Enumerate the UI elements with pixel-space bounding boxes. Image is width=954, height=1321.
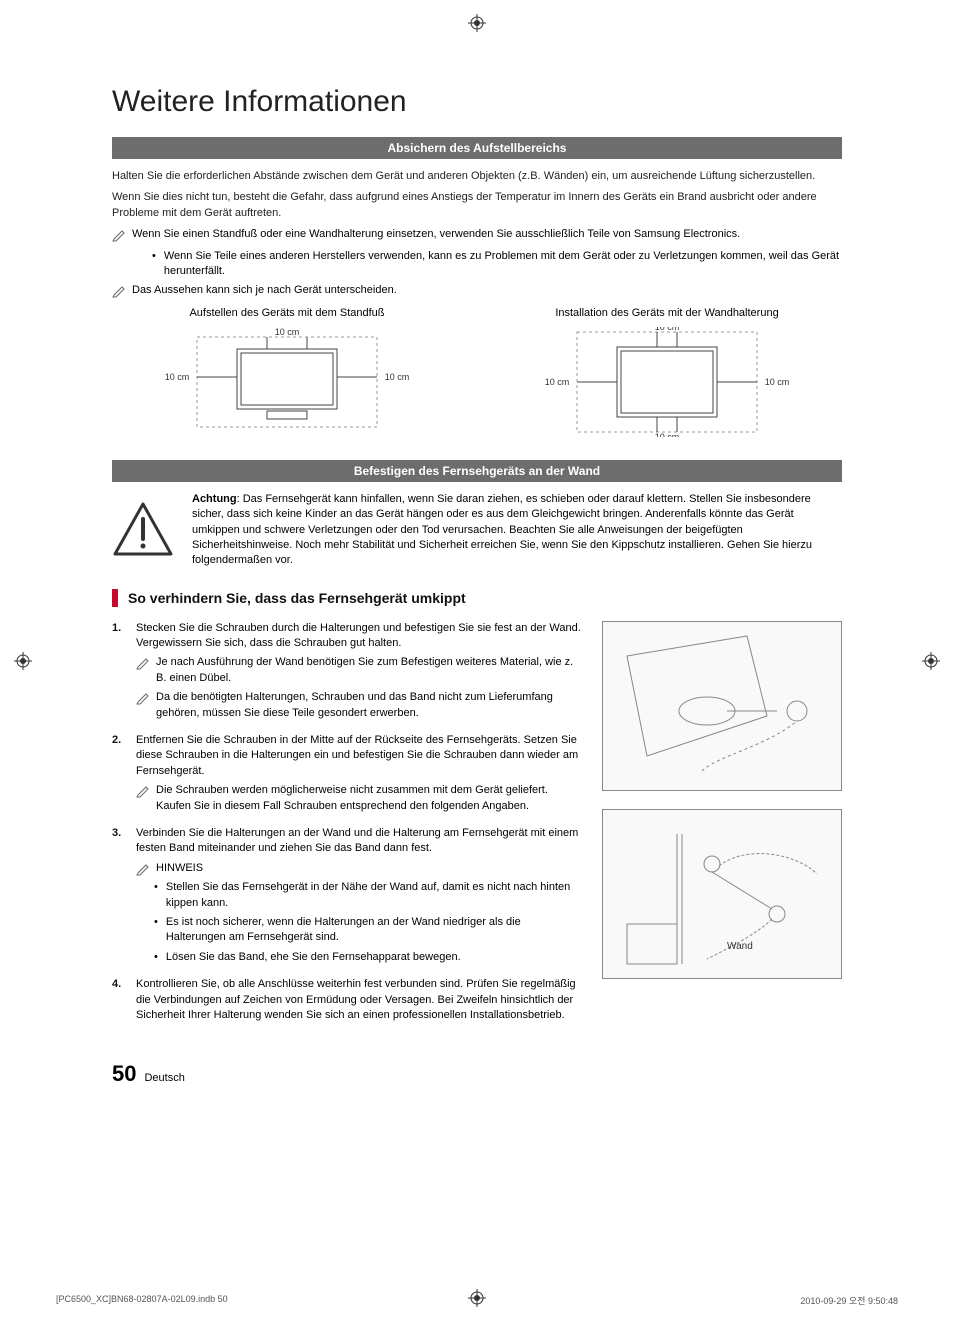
note-icon xyxy=(112,228,126,242)
diagram-left-title: Aufstellen des Geräts mit dem Standfuß xyxy=(112,307,462,319)
note-icon xyxy=(112,284,126,298)
step-3: 3. Verbinden Sie die Halterungen an der … xyxy=(112,826,582,969)
step-1-text: Stecken Sie die Schrauben durch die Halt… xyxy=(136,622,581,649)
print-footer: [PC6500_XC]BN68-02807A-02L09.indb 50 201… xyxy=(56,1294,898,1307)
step-num: 3. xyxy=(112,826,136,969)
section1-bullet1-text: Wenn Sie Teile eines anderen Herstellers… xyxy=(164,249,842,280)
svg-text:Wand: Wand xyxy=(727,941,753,952)
page-number: 50 xyxy=(112,1061,136,1087)
step-3-bullet-3-text: Lösen Sie das Band, ehe Sie den Fernseha… xyxy=(166,950,461,965)
note-icon xyxy=(136,656,150,670)
step-3-bullet-3: Lösen Sie das Band, ehe Sie den Fernseha… xyxy=(154,950,582,965)
step-3-bullet-1-text: Stellen Sie das Fernsehgerät in der Nähe… xyxy=(166,880,582,911)
step-num: 4. xyxy=(112,977,136,1023)
step-2: 2. Entfernen Sie die Schrauben in der Mi… xyxy=(112,733,582,818)
section-header-1: Absichern des Aufstellbereichs xyxy=(112,137,842,159)
step-num: 2. xyxy=(112,733,136,818)
step-2-note-1-text: Die Schrauben werden möglicherweise nich… xyxy=(156,783,582,814)
subheading-row: So verhindern Sie, dass das Fernsehgerät… xyxy=(112,589,842,607)
svg-text:10 cm: 10 cm xyxy=(765,377,790,387)
illustration-1 xyxy=(602,621,842,791)
footer-left: [PC6500_XC]BN68-02807A-02L09.indb 50 xyxy=(56,1294,228,1307)
step-3-hinweis: HINWEIS xyxy=(136,861,582,876)
note-icon xyxy=(136,784,150,798)
svg-text:10 cm: 10 cm xyxy=(655,327,680,332)
accent-bar xyxy=(112,589,118,607)
illustration-2: Wand xyxy=(602,809,842,979)
step-2-text: Entfernen Sie die Schrauben in der Mitte… xyxy=(136,734,578,777)
steps-column: 1. Stecken Sie die Schrauben durch die H… xyxy=(112,621,582,1032)
warning-text: Achtung: Das Fernsehgerät kann hinfallen… xyxy=(192,492,842,569)
step-2-note-1: Die Schrauben werden möglicherweise nich… xyxy=(136,783,582,814)
svg-text:10 cm: 10 cm xyxy=(545,377,570,387)
diagram-right-title: Installation des Geräts mit der Wandhalt… xyxy=(492,307,842,319)
footer-right: 2010-09-29 오전 9:50:48 xyxy=(800,1294,898,1307)
clearance-diagrams: Aufstellen des Geräts mit dem Standfuß 1… xyxy=(112,307,842,440)
svg-text:10 cm: 10 cm xyxy=(655,432,680,437)
svg-text:10 cm: 10 cm xyxy=(275,327,300,337)
section1-note1: Wenn Sie einen Standfuß oder eine Wandha… xyxy=(112,227,842,242)
warning-icon xyxy=(112,498,174,560)
step-1-note-1-text: Je nach Ausführung der Wand benötigen Si… xyxy=(156,655,582,686)
section1-note2-text: Das Aussehen kann sich je nach Gerät unt… xyxy=(132,283,397,298)
illustration-column: Wand xyxy=(602,621,842,997)
hinweis-label: HINWEIS xyxy=(156,861,203,876)
section1-p1: Halten Sie die erforderlichen Abstände z… xyxy=(112,169,842,184)
subheading: So verhindern Sie, dass das Fernsehgerät… xyxy=(128,590,466,606)
step-1-note-2-text: Da die benötigten Halterungen, Schrauben… xyxy=(156,690,582,721)
diagram-stand: 10 cm 10 cm 10 cm xyxy=(112,325,462,440)
steps-row: 1. Stecken Sie die Schrauben durch die H… xyxy=(112,621,842,1032)
section1-bullet1: Wenn Sie Teile eines anderen Herstellers… xyxy=(152,249,842,280)
section-header-2: Befestigen des Fernsehgeräts an der Wand xyxy=(112,460,842,482)
diagram-wall: 10 cm 10 cm 10 cm 10 cm xyxy=(492,325,842,440)
step-num: 1. xyxy=(112,621,136,725)
registration-mark-left xyxy=(14,652,32,670)
step-3-bullet-2-text: Es ist noch sicherer, wenn die Halterung… xyxy=(166,915,582,946)
step-1: 1. Stecken Sie die Schrauben durch die H… xyxy=(112,621,582,725)
step-3-bullet-2: Es ist noch sicherer, wenn die Halterung… xyxy=(154,915,582,946)
page-language: Deutsch xyxy=(144,1072,184,1084)
registration-mark-top xyxy=(468,14,486,32)
svg-text:10 cm: 10 cm xyxy=(385,372,410,382)
step-3-text: Verbinden Sie die Halterungen an der Wan… xyxy=(136,827,578,854)
registration-mark-right xyxy=(922,652,940,670)
step-1-note-1: Je nach Ausführung der Wand benötigen Si… xyxy=(136,655,582,686)
page-title: Weitere Informationen xyxy=(112,85,842,119)
page-content: Weitere Informationen Absichern des Aufs… xyxy=(112,85,842,1087)
section1-note1-text: Wenn Sie einen Standfuß oder eine Wandha… xyxy=(132,227,740,242)
section1-note2: Das Aussehen kann sich je nach Gerät unt… xyxy=(112,283,842,298)
section1-p2: Wenn Sie dies nicht tun, besteht die Gef… xyxy=(112,190,842,221)
warning-bold: Achtung xyxy=(192,493,237,505)
note-icon xyxy=(136,862,150,876)
step-1-note-2: Da die benötigten Halterungen, Schrauben… xyxy=(136,690,582,721)
warning-block: Achtung: Das Fernsehgerät kann hinfallen… xyxy=(112,492,842,569)
step-4-text: Kontrollieren Sie, ob alle Anschlüsse we… xyxy=(136,978,576,1021)
step-4: 4. Kontrollieren Sie, ob alle Anschlüsse… xyxy=(112,977,582,1023)
note-icon xyxy=(136,691,150,705)
warning-body: : Das Fernsehgerät kann hinfallen, wenn … xyxy=(192,493,812,567)
page-number-row: 50 Deutsch xyxy=(112,1061,842,1087)
step-3-bullet-1: Stellen Sie das Fernsehgerät in der Nähe… xyxy=(154,880,582,911)
svg-text:10 cm: 10 cm xyxy=(165,372,190,382)
